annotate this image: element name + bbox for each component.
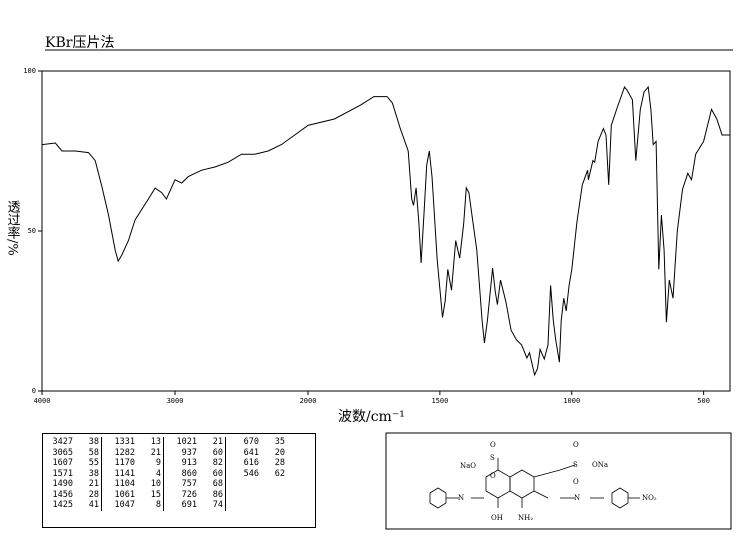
wavenumber: 1456 [52, 489, 73, 500]
wavenumber: 937 [163, 447, 199, 458]
wavenumber: 913 [163, 458, 199, 469]
table-row: 1456 28 1061 15 726 86 [43, 489, 287, 501]
structure-label: S [573, 461, 578, 469]
x-tick-label: 500 [697, 397, 710, 405]
transmittance: 21 [212, 437, 223, 447]
wavenumber: 616 [225, 458, 261, 469]
transmittance: 55 [88, 458, 99, 468]
empty-cell [225, 479, 261, 490]
transmittance: 41 [88, 500, 99, 510]
transmittance: 15 [150, 489, 161, 500]
spectrum-line [41, 85, 730, 377]
empty-cell [261, 479, 287, 490]
wavenumber: 1061 [101, 489, 137, 500]
structure-label: S [490, 454, 495, 462]
wavenumber: 670 [225, 437, 261, 448]
transmittance: 60 [212, 468, 223, 479]
structure-label: OH [491, 514, 503, 522]
transmittance: 82 [212, 458, 223, 468]
wavenumber: 546 [225, 468, 261, 479]
structure [429, 458, 640, 509]
transmittance: 13 [150, 437, 161, 447]
wavenumber: 1021 [163, 437, 199, 448]
transmittance: 86 [212, 489, 223, 500]
empty-cell [261, 500, 287, 511]
wavenumber: 1331 [101, 437, 137, 448]
transmittance: 38 [88, 437, 99, 447]
wavenumber: 1104 [101, 479, 137, 490]
wavenumber: 757 [163, 479, 199, 490]
empty-cell [261, 490, 287, 501]
structure-label: N [574, 494, 580, 502]
transmittance: 28 [88, 489, 99, 500]
transmittance: 74 [212, 500, 223, 510]
structure-label: NH₂ [518, 514, 533, 522]
wavenumber: 3427 [52, 437, 73, 447]
wavenumber: 1141 [101, 468, 137, 479]
table-row: 1425 41 1047 8 691 74 [43, 500, 287, 511]
transmittance: 21 [88, 479, 99, 489]
transmittance: 8 [155, 500, 161, 510]
y-tick-label: 50 [28, 227, 36, 235]
structure-label: O [490, 472, 496, 480]
x-tick-label: 1500 [431, 397, 448, 405]
transmittance: 21 [150, 447, 161, 458]
transmittance: 4 [155, 468, 161, 479]
transmittance: 20 [274, 447, 285, 458]
empty-cell [225, 500, 261, 511]
structure-label: N [458, 494, 464, 502]
transmittance: 10 [150, 479, 161, 489]
table-row: 3065 58 1282 21 937 60 641 20 [43, 447, 287, 458]
wavenumber: 1170 [101, 458, 137, 469]
x-tick-label: 4000 [34, 397, 51, 405]
transmittance: 28 [274, 458, 285, 468]
structure-label: O [490, 441, 496, 449]
transmittance: 58 [88, 447, 99, 458]
peak-table: 3427 38 1331 13 1021 21 670 35 3065 58 1282 21 937 60… [43, 437, 287, 511]
table-row: 1571 38 1141 4 860 60 546 62 [43, 468, 287, 479]
transmittance: 62 [274, 468, 285, 479]
wavenumber: 1607 [52, 458, 73, 468]
wavenumber: 1571 [52, 468, 73, 479]
wavenumber: 1047 [101, 500, 137, 511]
transmittance: 35 [274, 437, 285, 447]
wavenumber: 1490 [52, 479, 73, 489]
structure-label: O [573, 478, 579, 486]
structure-label: ONa [592, 461, 608, 469]
plot-frame [41, 70, 731, 392]
structure-label: O [573, 441, 579, 449]
x-tick-label: 3000 [167, 397, 184, 405]
x-tick-label: 1000 [563, 397, 580, 405]
transmittance: 38 [88, 468, 99, 479]
structure-frame [385, 432, 732, 530]
structure-label: NaO [460, 462, 476, 470]
wavenumber: 860 [163, 468, 199, 479]
peak-table-box: 3427 38 1331 13 1021 21 670 35 3065 58 1282 21 937 60… [42, 433, 316, 528]
transmittance: 60 [212, 447, 223, 458]
wavenumber: 1282 [101, 447, 137, 458]
y-tick-label: 100 [23, 67, 36, 75]
wavenumber: 726 [163, 489, 199, 500]
x-tick-label: 2000 [300, 397, 317, 405]
structure-label: NO₂ [642, 494, 657, 502]
table-row: 3427 38 1331 13 1021 21 670 35 [43, 437, 287, 448]
table-row: 1490 21 1104 10 757 68 [43, 479, 287, 490]
wavenumber: 641 [225, 447, 261, 458]
wavenumber: 691 [163, 500, 199, 511]
chart-title: KBr压片法 [45, 35, 114, 51]
wavenumber: 3065 [52, 447, 73, 458]
x-axis-label: 波数/cm⁻¹ [338, 409, 405, 425]
y-axis-label: 透过率/% [5, 200, 21, 256]
table-row: 1607 55 1170 9 913 82 616 28 [43, 458, 287, 469]
wavenumber: 1425 [52, 500, 73, 510]
empty-cell [225, 489, 261, 500]
transmittance: 9 [155, 458, 161, 468]
transmittance: 68 [212, 479, 223, 489]
y-tick-label: 0 [32, 387, 36, 395]
